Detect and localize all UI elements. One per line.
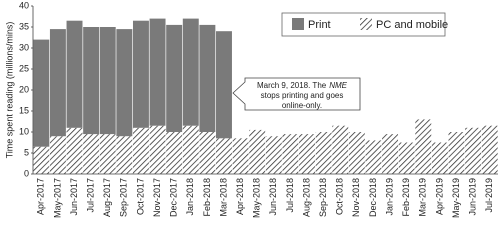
bar (216, 138, 232, 174)
x-tick-label: Jun-2019 (467, 178, 477, 216)
x-tick-label: Nov-2017 (152, 178, 162, 217)
x-tick-label: Feb-2018 (202, 178, 212, 217)
bar (481, 125, 498, 174)
bar (166, 132, 183, 174)
bar (332, 125, 349, 174)
bar (182, 18, 199, 126)
bar (116, 29, 133, 137)
bar (49, 29, 66, 137)
y-tick-label: 0 (24, 168, 29, 178)
x-tick-label: Jul-2018 (285, 178, 295, 213)
x-tick-label: Oct-2017 (135, 178, 145, 215)
bar (33, 39, 50, 147)
bar (66, 20, 83, 128)
bar (415, 119, 432, 174)
bar (49, 136, 66, 174)
annotation: stops printing and goes (261, 91, 344, 100)
x-tick-label: Sep-2018 (318, 178, 328, 217)
x-tick-label: Mar-2018 (218, 178, 228, 217)
annotation-arrow (232, 77, 361, 111)
x-tick-label: May-2019 (451, 178, 461, 218)
bar (299, 134, 315, 174)
legend-label: PC and mobile (376, 19, 448, 31)
x-tick-label: Apr-2017 (36, 178, 46, 215)
x-tick-label: May-2018 (252, 178, 262, 218)
bar (448, 132, 465, 174)
bar (132, 127, 149, 174)
x-tick-label: Jul-2017 (86, 178, 96, 213)
x-tick-label: Jun-2017 (69, 178, 79, 216)
x-tick-label: Nov-2018 (351, 178, 361, 217)
bar (83, 27, 100, 135)
x-tick-label: Dec-2017 (169, 178, 179, 217)
x-tick-label: Feb-2019 (401, 178, 411, 217)
bar (149, 125, 166, 174)
y-tick-label: 30 (19, 42, 29, 52)
bar (465, 127, 482, 174)
x-tick-label: Apr-2018 (235, 178, 245, 215)
y-axis-label: Time spent reading (millions/mins) (4, 22, 14, 159)
bar (182, 125, 199, 174)
annotation-text: stops printing and goes (261, 91, 344, 100)
annotation-text: March 9, 2018. The (257, 81, 327, 90)
x-tick-label: Apr-2019 (434, 178, 444, 215)
bar (348, 132, 365, 174)
bar (116, 136, 133, 174)
bar (249, 129, 266, 174)
x-tick-label: Oct-2018 (335, 178, 345, 215)
bar (216, 31, 232, 139)
x-tick-label: Jan-2019 (384, 178, 394, 216)
bar (398, 142, 415, 174)
y-tick-label: 35 (19, 21, 29, 31)
bar (365, 140, 382, 174)
bar (33, 146, 50, 174)
bar (315, 132, 332, 174)
x-tick-label: Jul-2019 (484, 178, 494, 213)
x-tick-label: May-2017 (52, 178, 62, 218)
bar (232, 138, 249, 174)
bar (382, 134, 399, 174)
x-tick-label: Dec-2018 (368, 178, 378, 217)
bar (166, 24, 183, 132)
bar (199, 132, 216, 174)
bar (431, 142, 448, 174)
bar (132, 20, 149, 128)
legend-swatch (360, 18, 372, 30)
x-tick-label: Jan-2018 (185, 178, 195, 216)
bar (66, 127, 83, 174)
x-tick-label: Aug-2018 (301, 178, 311, 217)
x-tick-label: Jun-2018 (268, 178, 278, 216)
bar (265, 136, 282, 174)
bar (282, 134, 299, 174)
x-tick-label: Sep-2017 (119, 178, 129, 217)
y-tick-label: 25 (19, 63, 29, 73)
annotation-text: online-only. (282, 101, 322, 110)
bar (199, 24, 216, 132)
y-tick-label: 10 (19, 126, 29, 136)
bar (83, 134, 100, 174)
bar (99, 134, 116, 174)
y-tick-label: 5 (24, 147, 29, 157)
y-tick-label: 20 (19, 84, 29, 94)
x-tick-label: Aug-2017 (102, 178, 112, 217)
x-tick-label: Mar-2019 (418, 178, 428, 217)
y-tick-label: 15 (19, 105, 29, 115)
y-tick-label: 40 (19, 0, 29, 10)
legend-swatch (292, 18, 304, 30)
annotation: March 9, 2018. The NME (257, 81, 348, 90)
annotation: online-only. (282, 101, 322, 110)
bar (149, 18, 166, 126)
bar (99, 27, 116, 135)
annotation-text: NME (329, 81, 347, 90)
legend-label: Print (308, 19, 331, 31)
